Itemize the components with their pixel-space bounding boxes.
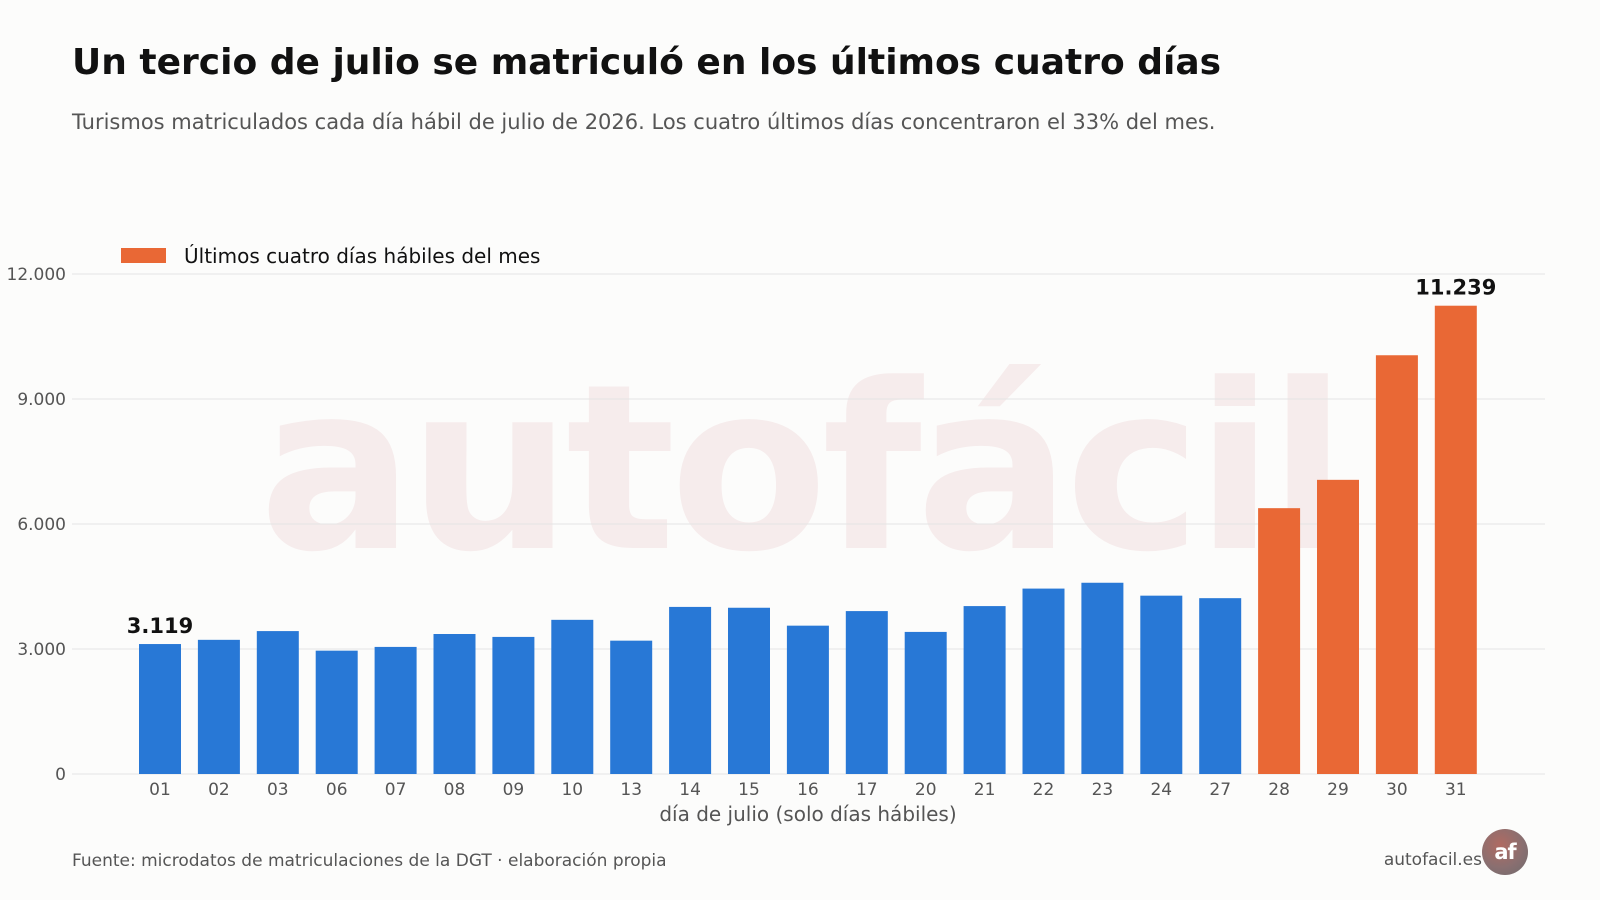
bar-08 bbox=[433, 634, 476, 774]
bar-16 bbox=[786, 625, 829, 774]
bar-22 bbox=[1022, 588, 1065, 774]
y-tick-label: 0 bbox=[55, 765, 66, 785]
legend-swatch bbox=[121, 248, 166, 263]
bar-24 bbox=[1140, 595, 1183, 774]
x-tick-label: 24 bbox=[1150, 780, 1172, 800]
data-label: 11.239 bbox=[1415, 276, 1496, 300]
y-tick-label: 12.000 bbox=[7, 265, 66, 285]
source-note: Fuente: microdatos de matriculaciones de… bbox=[72, 851, 667, 871]
x-tick-label: 13 bbox=[620, 780, 642, 800]
x-tick-label: 21 bbox=[974, 780, 996, 800]
x-tick-label: 10 bbox=[561, 780, 583, 800]
x-axis-label: día de julio (solo días hábiles) bbox=[659, 802, 956, 826]
bar-29 bbox=[1317, 479, 1359, 774]
x-tick-label: 07 bbox=[385, 780, 407, 800]
bar-13 bbox=[610, 640, 653, 774]
x-tick-label: 09 bbox=[503, 780, 525, 800]
x-tick-label: 29 bbox=[1327, 780, 1349, 800]
x-tick-label: 31 bbox=[1445, 780, 1467, 800]
x-tick-label: 03 bbox=[267, 780, 289, 800]
legend-label: Últimos cuatro días hábiles del mes bbox=[184, 244, 540, 268]
x-tick-label: 15 bbox=[738, 780, 760, 800]
x-tick-label: 14 bbox=[679, 780, 701, 800]
x-tick-label: 02 bbox=[208, 780, 230, 800]
y-tick-label: 6.000 bbox=[17, 515, 66, 535]
bar-03 bbox=[256, 631, 299, 774]
x-tick-label: 28 bbox=[1268, 780, 1290, 800]
bar-30 bbox=[1375, 355, 1418, 774]
x-tick-label: 01 bbox=[149, 780, 171, 800]
bar-10 bbox=[551, 619, 594, 774]
x-tick-label: 20 bbox=[915, 780, 937, 800]
x-tick-label: 22 bbox=[1033, 780, 1055, 800]
chart-subtitle: Turismos matriculados cada día hábil de … bbox=[72, 110, 1216, 134]
bar-20 bbox=[904, 631, 947, 774]
chart-title: Un tercio de julio se matriculó en los ú… bbox=[72, 42, 1222, 83]
bar-09 bbox=[492, 636, 535, 774]
bar-21 bbox=[963, 606, 1006, 774]
y-tick-label: 3.000 bbox=[17, 640, 66, 660]
bar-06 bbox=[315, 650, 358, 774]
brand-logo: af bbox=[1482, 829, 1528, 875]
bar-27 bbox=[1199, 598, 1242, 774]
x-tick-label: 23 bbox=[1092, 780, 1114, 800]
bar-23 bbox=[1081, 582, 1124, 774]
data-label: 3.119 bbox=[127, 614, 193, 638]
bar-01 bbox=[139, 644, 181, 774]
bar-31 bbox=[1434, 305, 1477, 774]
bar-07 bbox=[374, 646, 417, 774]
x-tick-label: 06 bbox=[326, 780, 348, 800]
bar-14 bbox=[669, 606, 712, 774]
x-tick-label: 16 bbox=[797, 780, 819, 800]
x-tick-label: 08 bbox=[444, 780, 466, 800]
x-tick-label: 30 bbox=[1386, 780, 1408, 800]
x-tick-label: 17 bbox=[856, 780, 878, 800]
bar-17 bbox=[845, 611, 888, 774]
bar-28 bbox=[1258, 508, 1301, 774]
y-tick-label: 9.000 bbox=[17, 390, 66, 410]
bar-02 bbox=[197, 639, 240, 774]
watermark-text: autofácil bbox=[259, 336, 1341, 603]
bar-15 bbox=[728, 607, 770, 774]
brand-link[interactable]: autofacil.es bbox=[1383, 850, 1482, 870]
x-tick-label: 27 bbox=[1209, 780, 1231, 800]
